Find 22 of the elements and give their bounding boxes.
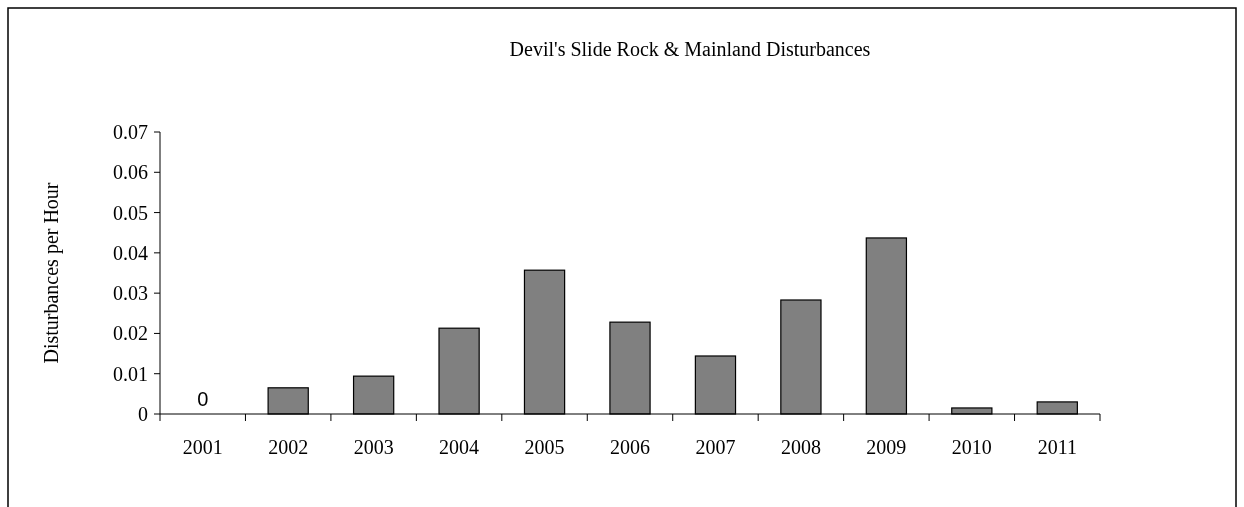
x-tick-label: 2011	[1037, 436, 1077, 458]
x-tick-label: 2007	[695, 436, 736, 458]
x-tick-label: 2003	[353, 436, 394, 458]
y-tick-label: 0.04	[113, 241, 148, 264]
x-tick-label: 2010	[951, 436, 992, 458]
x-tick-label: 2001	[182, 436, 223, 458]
y-tick-label: 0.02	[113, 322, 148, 345]
y-axis-title: Disturbances per Hour	[40, 182, 63, 364]
x-tick-label: 2009	[866, 436, 907, 458]
y-tick-label: 0.01	[113, 362, 148, 385]
y-tick-label: 0	[138, 403, 148, 425]
x-tick-label: 2008	[780, 436, 821, 458]
x-tick-label: 2004	[439, 436, 480, 458]
x-tick-label: 2005	[524, 436, 565, 458]
annotation: 0	[197, 388, 209, 410]
y-tick-label: 0.03	[113, 282, 148, 305]
y-tick-label: 0.05	[113, 201, 148, 224]
y-tick-label: 0.06	[113, 161, 148, 184]
chart-title: Devil's Slide Rock & Mainland Disturbances	[509, 38, 871, 60]
x-tick-label: 2006	[610, 436, 650, 458]
y-tick-label: 0.07	[113, 121, 148, 143]
x-tick-label: 2002	[268, 436, 309, 458]
